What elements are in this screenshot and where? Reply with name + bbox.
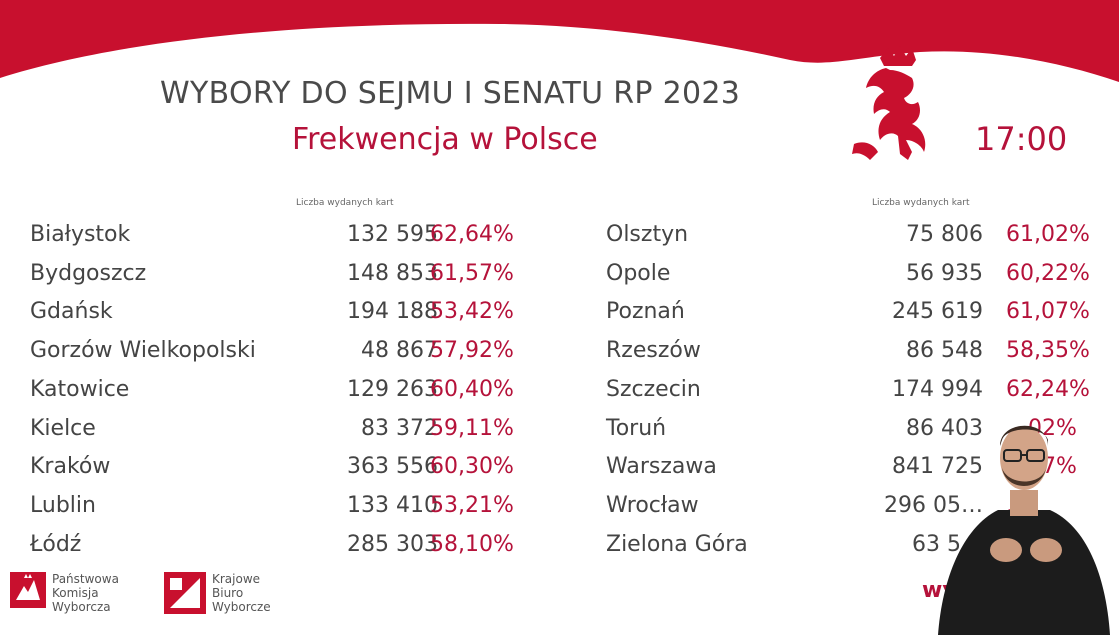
ballot-count: 194 188 — [347, 299, 438, 324]
ballot-count: 75 806 — [906, 222, 983, 247]
ballot-count: 245 619 — [892, 299, 983, 324]
time-label: 17:00 — [975, 120, 1068, 158]
turnout-percent: 62,64% — [430, 222, 514, 247]
kbw-logo-icon — [164, 572, 206, 614]
turnout-percent: 62,24% — [1006, 377, 1090, 402]
sign-language-interpreter — [938, 425, 1110, 635]
ballot-count: 86 403 — [906, 416, 983, 441]
table-row: Olsztyn 75 806 61,02% — [606, 222, 1106, 258]
turnout-percent: 53,21% — [430, 493, 514, 518]
page-title: WYBORY DO SEJMU I SENATU RP 2023 — [160, 76, 741, 111]
turnout-percent: 58,10% — [430, 532, 514, 557]
table-row: Kraków 363 556 60,30% — [30, 454, 550, 490]
city-name: Olsztyn — [606, 222, 689, 247]
ballot-count: 132 595 — [347, 222, 438, 247]
table-row: Łódź 285 303 58,10% — [30, 532, 550, 568]
page-subtitle: Frekwencja w Polsce — [292, 122, 598, 157]
table-row: Gdańsk 194 188 53,42% — [30, 299, 550, 335]
ballot-count: 86 548 — [906, 338, 983, 363]
table-row: Zielona Góra 63 5… — [606, 532, 1106, 568]
kbw-line: Biuro — [212, 586, 244, 600]
city-name: Gdańsk — [30, 299, 113, 324]
table-row: Katowice 129 263 60,40% — [30, 377, 550, 413]
city-name: Zielona Góra — [606, 532, 748, 557]
table-row: Kielce 83 372 59,11% — [30, 416, 550, 452]
city-name: Toruń — [606, 416, 667, 441]
kbw-logo-text: Krajowe Biuro Wyborcze — [212, 572, 271, 614]
table-row: Poznań 245 619 61,07% — [606, 299, 1106, 335]
city-name: Rzeszów — [606, 338, 701, 363]
ballot-count: 363 556 — [347, 454, 438, 479]
left-column-header: Liczba wydanych kart — [296, 198, 394, 208]
turnout-percent: 53,42% — [430, 299, 514, 324]
turnout-percent: 61,02% — [1006, 222, 1090, 247]
ballot-count: 129 263 — [347, 377, 438, 402]
ballot-count: 148 853 — [347, 261, 438, 286]
pkw-logo-icon — [10, 572, 46, 608]
ballot-count: 296 05… — [884, 493, 983, 518]
table-row: Lublin 133 410 53,21% — [30, 493, 550, 529]
turnout-percent: 61,57% — [430, 261, 514, 286]
city-name: Poznań — [606, 299, 685, 324]
ballot-count: 174 994 — [892, 377, 983, 402]
ballot-count: 56 935 — [906, 261, 983, 286]
table-row: Gorzów Wielkopolski 48 867 57,92% — [30, 338, 550, 374]
city-name: Wrocław — [606, 493, 699, 518]
pkw-line: Wyborcza — [52, 600, 111, 614]
city-name: Kraków — [30, 454, 111, 479]
right-column-header: Liczba wydanych kart — [872, 198, 970, 208]
pkw-line: Komisja — [52, 586, 99, 600]
table-row: Opole 56 935 60,22% — [606, 261, 1106, 297]
turnout-percent: 59,11% — [430, 416, 514, 441]
turnout-percent: 58,35% — [1006, 338, 1090, 363]
city-name: Lublin — [30, 493, 96, 518]
polish-eagle-icon — [852, 46, 926, 160]
city-name: Warszawa — [606, 454, 717, 479]
kbw-line: Wyborcze — [212, 600, 271, 614]
city-name: Łódź — [30, 532, 82, 557]
table-row: Rzeszów 86 548 58,35% — [606, 338, 1106, 374]
ballot-count: 285 303 — [347, 532, 438, 557]
ballot-count: 841 725 — [892, 454, 983, 479]
turnout-percent: 57,92% — [430, 338, 514, 363]
city-name: Opole — [606, 261, 671, 286]
ballot-count: 133 410 — [347, 493, 438, 518]
city-name: Kielce — [30, 416, 96, 441]
table-row: Białystok 132 595 62,64% — [30, 222, 550, 258]
turnout-percent: 61,07% — [1006, 299, 1090, 324]
red-banner-wave — [0, 0, 1119, 82]
city-name: Katowice — [30, 377, 130, 402]
city-name: Białystok — [30, 222, 131, 247]
turnout-percent: 60,40% — [430, 377, 514, 402]
table-row: Bydgoszcz 148 853 61,57% — [30, 261, 550, 297]
turnout-percent: 60,30% — [430, 454, 514, 479]
pkw-logo-text: Państwowa Komisja Wyborcza — [52, 572, 119, 614]
ballot-count: 83 372 — [361, 416, 438, 441]
table-row: Szczecin 174 994 62,24% — [606, 377, 1106, 413]
city-name: Bydgoszcz — [30, 261, 147, 286]
kbw-line: Krajowe — [212, 572, 261, 586]
turnout-percent: 60,22% — [1006, 261, 1090, 286]
city-name: Gorzów Wielkopolski — [30, 338, 256, 363]
city-name: Szczecin — [606, 377, 701, 402]
pkw-line: Państwowa — [52, 572, 119, 586]
ballot-count: 48 867 — [361, 338, 438, 363]
